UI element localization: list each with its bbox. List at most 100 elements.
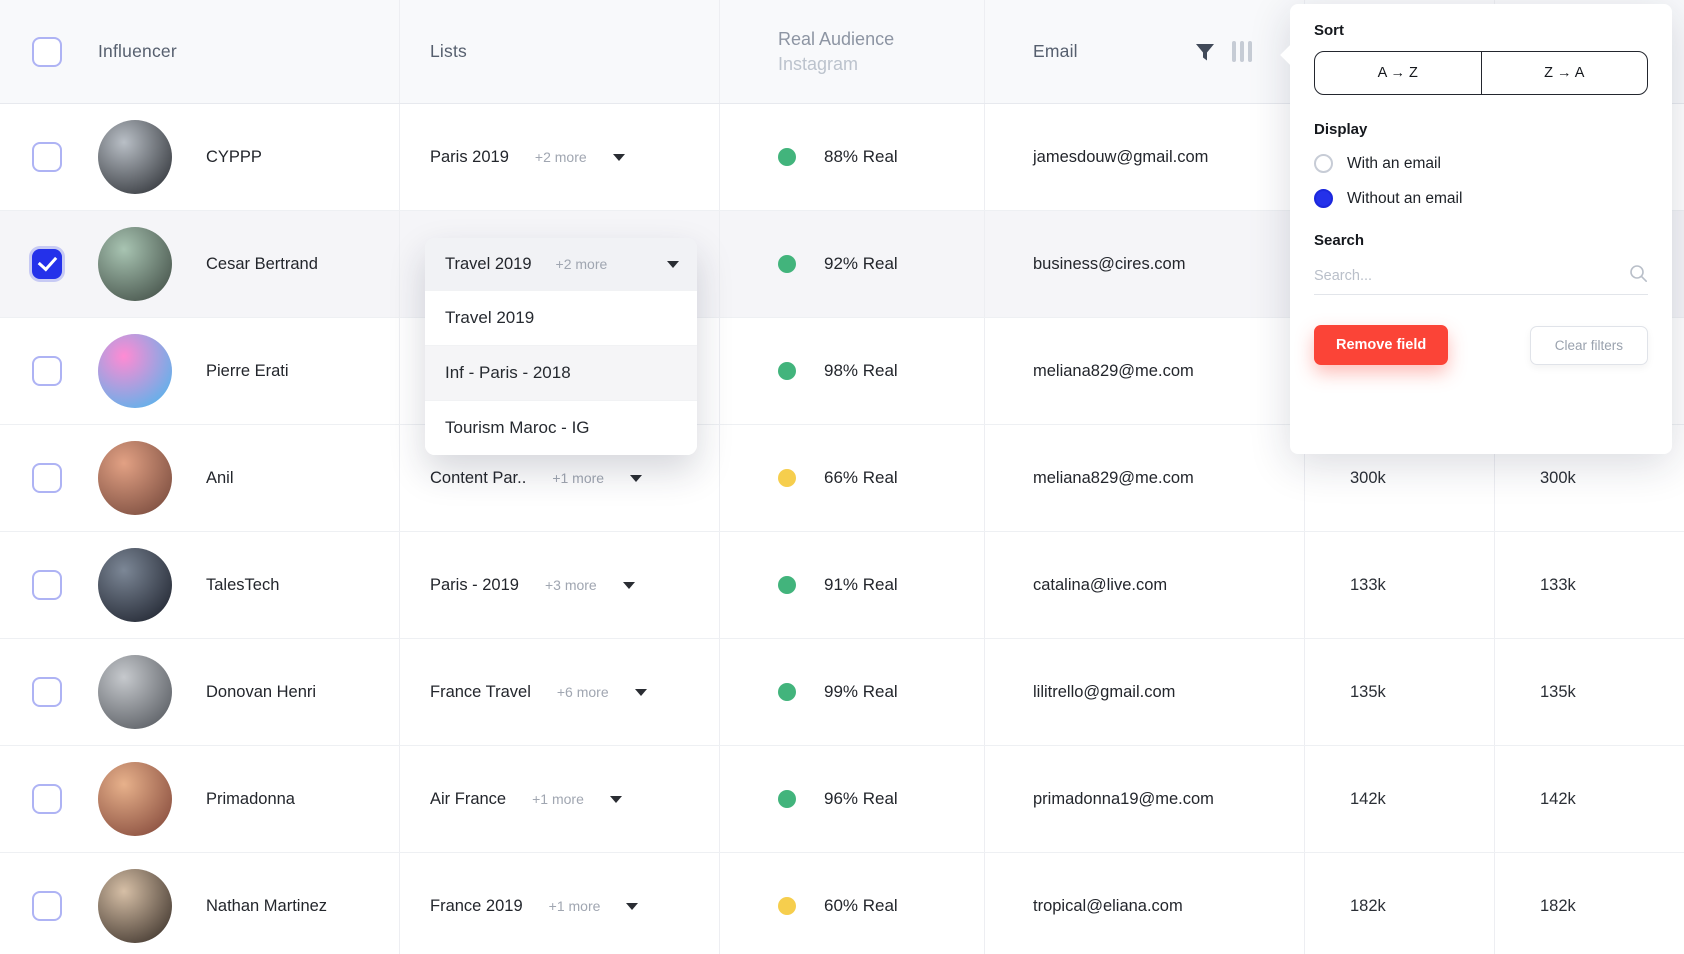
real-audience-dot <box>778 683 796 701</box>
email-cell: business@cires.com <box>985 211 1305 317</box>
followers-1: 300k <box>1350 468 1386 487</box>
dropdown-trigger-list: Travel 2019 <box>445 254 532 273</box>
followers-cell-2: 135k <box>1495 639 1684 745</box>
influencer-cell: TalesTech <box>0 532 400 638</box>
influencer-name: CYPPP <box>206 147 262 166</box>
avatar <box>98 655 172 729</box>
avatar <box>98 227 172 301</box>
lists-dropdown-menu: Travel 2019 Inf - Paris - 2018 Tourism Mar… <box>425 290 697 455</box>
influencer-cell: CYPPP <box>0 104 400 210</box>
influencer-name: Donovan Henri <box>206 682 317 701</box>
followers-1: 135k <box>1350 682 1386 701</box>
display-label: Display <box>1314 121 1368 138</box>
real-audience-cell: 98% Real <box>720 318 985 424</box>
real-audience-cell: 88% Real <box>720 104 985 210</box>
real-audience-cell: 92% Real <box>720 211 985 317</box>
list-name: Content Par.. <box>430 468 527 487</box>
real-audience-value: 92% Real <box>824 254 898 273</box>
real-audience-value: 96% Real <box>824 789 898 808</box>
table-row: TalesTech Paris - 2019 +3 more 91% Real … <box>0 532 1684 639</box>
display-option[interactable]: With an email <box>1314 154 1648 173</box>
real-audience-cell: 60% Real <box>720 853 985 954</box>
influencer-cell: Nathan Martinez <box>0 853 400 954</box>
lists-dropdown: Travel 2019 +2 more Travel 2019 Inf - Par… <box>425 238 697 455</box>
influencer-cell: Cesar Bertrand <box>0 211 400 317</box>
search-input[interactable] <box>1314 267 1629 284</box>
list-name: France Travel <box>430 682 531 701</box>
header-email-label: Email <box>1033 41 1078 61</box>
email-value: meliana829@me.com <box>1033 468 1194 487</box>
radio-unselected-icon[interactable] <box>1314 154 1333 173</box>
lists-cell[interactable]: France 2019 +1 more <box>400 853 720 954</box>
lists-cell[interactable]: Air France +1 more <box>400 746 720 852</box>
followers-cell-2: 300k <box>1495 425 1684 531</box>
real-audience-value: 91% Real <box>824 575 898 594</box>
header-cell-influencer: Influencer <box>0 0 400 103</box>
remove-field-button[interactable]: Remove field <box>1314 325 1449 365</box>
influencer-name: Pierre Erati <box>206 361 289 380</box>
search-box <box>1314 257 1648 295</box>
header-instagram-sublabel: Instagram <box>778 53 859 74</box>
row-checkbox[interactable] <box>32 142 62 172</box>
display-option-label: Without an email <box>1347 189 1463 207</box>
filter-icon[interactable] <box>1194 41 1216 63</box>
email-cell: meliana829@me.com <box>985 318 1305 424</box>
followers-2: 300k <box>1540 468 1576 487</box>
real-audience-dot <box>778 576 796 594</box>
influencer-cell: Primadonna <box>0 746 400 852</box>
email-cell: primadonna19@me.com <box>985 746 1305 852</box>
lists-cell[interactable]: France Travel +6 more <box>400 639 720 745</box>
dropdown-item[interactable]: Travel 2019 <box>425 290 697 345</box>
row-checkbox[interactable] <box>32 891 62 921</box>
email-value: primadonna19@me.com <box>1033 789 1214 808</box>
email-cell: tropical@eliana.com <box>985 853 1305 954</box>
real-audience-cell: 91% Real <box>720 532 985 638</box>
real-audience-value: 88% Real <box>824 147 898 166</box>
filter-panel: Sort A → Z Z → A Display With an email Wi… <box>1280 4 1672 454</box>
list-more: +1 more <box>548 898 601 914</box>
real-audience-dot <box>778 362 796 380</box>
radio-selected-icon[interactable] <box>1314 189 1333 208</box>
avatar <box>98 120 172 194</box>
columns-icon[interactable] <box>1232 41 1252 62</box>
avatar <box>98 441 172 515</box>
sort-toggle: A → Z Z → A <box>1314 51 1648 95</box>
followers-cell-1: 182k <box>1305 853 1495 954</box>
search-icon <box>1629 264 1648 288</box>
email-cell: jamesdouw@gmail.com <box>985 104 1305 210</box>
sort-az-button[interactable]: A → Z <box>1315 52 1482 94</box>
lists-cell[interactable]: Paris - 2019 +3 more <box>400 532 720 638</box>
list-caret-icon <box>626 902 639 910</box>
dropdown-caret-icon <box>667 260 679 268</box>
followers-cell-2: 182k <box>1495 853 1684 954</box>
row-checkbox[interactable] <box>32 356 62 386</box>
lists-dropdown-trigger[interactable]: Travel 2019 +2 more <box>425 238 697 290</box>
row-checkbox[interactable] <box>32 677 62 707</box>
list-name: France 2019 <box>430 896 523 915</box>
list-more: +1 more <box>532 791 584 807</box>
list-caret-icon <box>612 153 625 161</box>
sort-za-button[interactable]: Z → A <box>1544 65 1585 81</box>
row-checkbox[interactable] <box>32 249 62 279</box>
lists-cell[interactable]: Paris 2019 +2 more <box>400 104 720 210</box>
avatar <box>98 762 172 836</box>
followers-cell-2: 142k <box>1495 746 1684 852</box>
followers-2: 135k <box>1540 682 1576 701</box>
real-audience-value: 98% Real <box>824 361 898 380</box>
dropdown-item[interactable]: Inf - Paris - 2018 <box>425 345 697 400</box>
avatar <box>98 869 172 943</box>
clear-filters-button[interactable]: Clear filters <box>1529 325 1648 365</box>
display-option[interactable]: Without an email <box>1314 189 1648 208</box>
select-all-checkbox[interactable] <box>32 36 62 67</box>
followers-cell-1: 135k <box>1305 639 1495 745</box>
real-audience-dot <box>778 469 796 487</box>
row-checkbox[interactable] <box>32 463 62 493</box>
row-checkbox[interactable] <box>32 784 62 814</box>
row-checkbox[interactable] <box>32 570 62 600</box>
followers-2: 133k <box>1540 575 1576 594</box>
avatar <box>98 548 172 622</box>
dropdown-item[interactable]: Tourism Maroc - IG <box>425 400 697 455</box>
header-influencer-label: Influencer <box>98 41 177 61</box>
real-audience-dot <box>778 148 796 166</box>
lists-cell[interactable]: Content Par.. +1 more <box>400 425 720 531</box>
